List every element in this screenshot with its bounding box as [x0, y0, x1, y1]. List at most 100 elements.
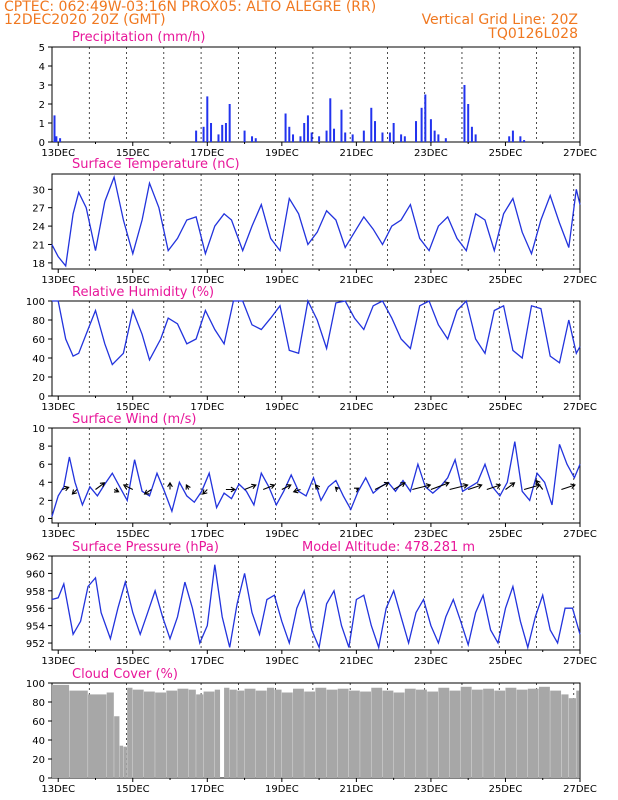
- cloud-bar: [281, 692, 293, 778]
- temp-x-tick-label: 17DEC: [190, 275, 224, 286]
- wind-vector: [334, 486, 341, 492]
- precip-bar: [381, 132, 384, 142]
- temp-y-tick-label: 24: [32, 222, 45, 233]
- header-run-time: 12DEC2020 20Z (GMT): [4, 12, 166, 28]
- wind-vector: [535, 479, 544, 490]
- cloud-bar: [371, 687, 383, 778]
- cloud-x-tick-label: 17DEC: [190, 784, 224, 795]
- precip-x-tick-label: 21DEC: [340, 148, 374, 159]
- wind-x-tick-label: 17DEC: [190, 529, 224, 540]
- cloud-bar: [438, 687, 450, 778]
- precip-bar: [221, 124, 224, 142]
- precip-x-tick-label: 17DEC: [190, 148, 224, 159]
- wind-vector: [412, 483, 432, 491]
- cloud-bar: [293, 688, 304, 778]
- pres-x-tick-label: 23DEC: [414, 656, 448, 667]
- header-model-code: TQ0126L028: [487, 26, 578, 42]
- wind-plot-frame: [51, 427, 581, 524]
- rh-title: Relative Humidity (%): [72, 285, 214, 300]
- wind-vector: [185, 484, 191, 490]
- cloud-bar: [393, 692, 405, 778]
- precip-bar: [292, 134, 295, 142]
- cloud-bar: [449, 690, 461, 778]
- cloud-bar: [127, 687, 133, 778]
- wind-vector: [393, 482, 406, 490]
- wind-y-tick-label: 10: [32, 424, 45, 435]
- cloud-bar: [177, 688, 189, 778]
- precip-bar: [519, 136, 522, 142]
- precip-bar: [344, 132, 347, 142]
- cloud-bar: [561, 694, 569, 778]
- cloud-bar: [568, 698, 576, 778]
- rh-x-tick-label: 17DEC: [190, 402, 224, 413]
- precip-bar: [288, 126, 291, 142]
- precip-title: Precipitation (mm/h): [72, 30, 205, 45]
- temp-y-tick-label: 30: [32, 185, 45, 196]
- cloud-bar: [114, 716, 120, 778]
- cloud-bar: [119, 745, 124, 778]
- wind-x-tick-label: 25DEC: [489, 529, 523, 540]
- cloud-bar: [123, 746, 127, 778]
- wind-vector: [523, 483, 541, 491]
- wind-vector: [113, 487, 120, 493]
- precip-bar: [318, 136, 321, 142]
- cloud-bar: [516, 689, 528, 778]
- precip-bar: [508, 136, 511, 142]
- precip-bar: [437, 134, 440, 142]
- temp-x-tick-label: 15DEC: [116, 275, 150, 286]
- wind-y-tick-label: 2: [39, 496, 45, 507]
- cloud-bar: [337, 688, 349, 778]
- precip-bar: [303, 123, 306, 142]
- precip-bar: [59, 138, 62, 142]
- cloud-bar: [494, 690, 506, 778]
- pres-y-tick-label: 962: [26, 552, 45, 563]
- rh-plot-frame: [51, 300, 581, 397]
- precip-bar: [329, 98, 332, 142]
- precip-bar: [420, 107, 423, 142]
- cloud-bar: [132, 689, 144, 778]
- wind-x-tick-label: 15DEC: [116, 529, 150, 540]
- wind-y-tick-label: 6: [39, 460, 45, 471]
- pres-series-line: [51, 564, 581, 650]
- precip-bar: [424, 94, 427, 142]
- rh-x-tick-label: 21DEC: [340, 402, 374, 413]
- pres-title: Surface Pressure (hPa): [72, 540, 219, 555]
- cloud-bar: [266, 687, 275, 778]
- wind-vector: [61, 485, 70, 492]
- rh-series-line: [51, 298, 581, 366]
- pres-x-tick-label: 19DEC: [265, 656, 299, 667]
- cloud-bar: [274, 689, 282, 778]
- cloud-bar: [188, 689, 196, 778]
- wind-y-tick-label: 0: [39, 514, 45, 525]
- precip-bar: [217, 134, 220, 142]
- wind-vector: [143, 489, 152, 495]
- precip-y-tick-label: 5: [39, 43, 45, 54]
- precip-bar: [299, 136, 302, 142]
- precip-bar: [467, 104, 470, 142]
- wind-vector: [71, 489, 78, 495]
- pres-x-tick-label: 25DEC: [489, 656, 523, 667]
- cloud-bar: [360, 691, 371, 778]
- precip-bar: [403, 136, 406, 142]
- wind-series-line: [51, 441, 581, 517]
- cloud-bar: [505, 687, 517, 778]
- pres-y-tick-label: 958: [26, 587, 45, 598]
- cloud-bar: [539, 686, 550, 778]
- precip-bar: [463, 85, 466, 142]
- cloud-bar: [460, 686, 472, 778]
- rh-x-tick-label: 25DEC: [489, 402, 523, 413]
- precip-bar: [53, 115, 56, 142]
- precip-bar: [284, 113, 287, 142]
- temp-x-tick-label: 13DEC: [41, 275, 75, 286]
- precip-bar: [374, 121, 377, 142]
- pres-x-tick-label: 13DEC: [41, 656, 75, 667]
- wind-vector: [449, 483, 469, 491]
- cloud-y-tick-label: 80: [32, 698, 45, 709]
- precip-x-tick-label: 25DEC: [489, 148, 523, 159]
- wind-x-tick-label: 19DEC: [265, 529, 299, 540]
- rh-x-tick-label: 19DEC: [265, 402, 299, 413]
- pres-plot-frame: [51, 555, 581, 651]
- cloud-bar: [69, 690, 88, 778]
- wind-vector: [225, 486, 236, 493]
